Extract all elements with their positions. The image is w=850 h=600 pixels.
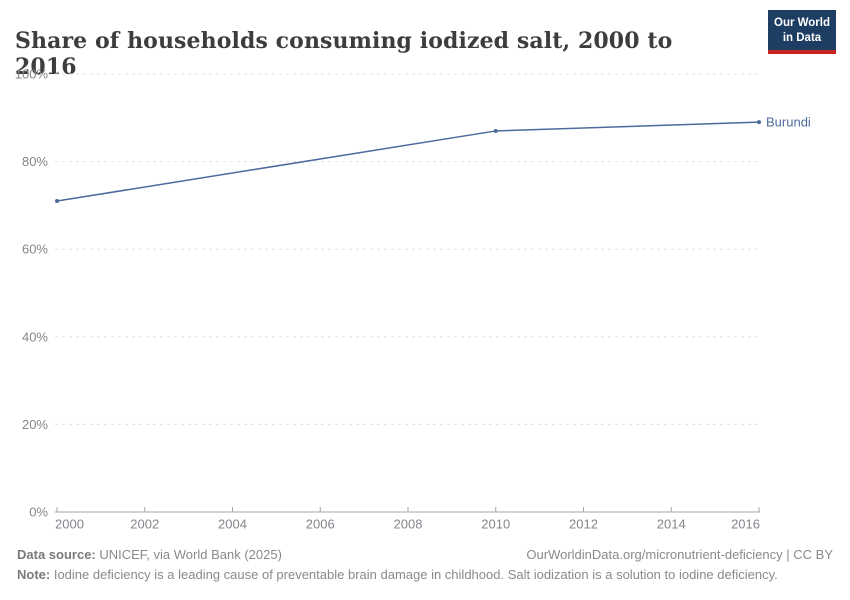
data-point-burundi-2016[interactable] bbox=[757, 120, 761, 125]
chart-footer: Data source: UNICEF, via World Bank (202… bbox=[17, 545, 833, 585]
y-tick-label-20: 20% bbox=[22, 417, 48, 432]
line-chart: 0% 20% 40% 60% 80% 100% 2000 2002 2004 2006 2008 20… bbox=[15, 67, 811, 532]
x-tick-label-2006: 2006 bbox=[306, 517, 335, 532]
x-tick-label-2000: 2000 bbox=[55, 517, 84, 532]
x-tick-label-2016: 2016 bbox=[731, 517, 760, 532]
x-tick-label-2004: 2004 bbox=[218, 517, 247, 532]
data-source-text: Data source: UNICEF, via World Bank (202… bbox=[17, 547, 282, 562]
x-tick-label-2014: 2014 bbox=[657, 517, 686, 532]
data-point-burundi-2000[interactable] bbox=[55, 199, 59, 204]
page-title: Share of households consuming iodized sa… bbox=[15, 27, 673, 80]
x-tick-label-2002: 2002 bbox=[130, 517, 159, 532]
owid-url-link[interactable]: OurWorldinData.org/micronutrient-deficie… bbox=[526, 547, 833, 562]
y-tick-label-100: 100% bbox=[15, 67, 49, 82]
y-tick-label-80: 80% bbox=[22, 154, 48, 169]
owid-logo-line2: in Data bbox=[782, 31, 822, 44]
x-tick-label-2010: 2010 bbox=[481, 517, 510, 532]
note-label: Note: bbox=[17, 567, 51, 583]
owid-logo-line1: Our World bbox=[774, 17, 831, 29]
data-source-label: Data source: bbox=[17, 547, 96, 562]
x-tick-label-2008: 2008 bbox=[394, 517, 423, 532]
y-tick-label-0: 0% bbox=[29, 505, 48, 520]
y-tick-label-40: 40% bbox=[22, 329, 48, 344]
series-end-label-burundi[interactable]: Burundi bbox=[766, 115, 811, 130]
y-tick-label-60: 60% bbox=[22, 242, 48, 257]
note-text: Note: Iodine deficiency is a leading cau… bbox=[17, 567, 778, 583]
owid-logo[interactable]: Our World in Data bbox=[768, 10, 836, 55]
data-point-burundi-2010[interactable] bbox=[493, 128, 498, 133]
x-tick-label-2012: 2012 bbox=[569, 517, 598, 532]
